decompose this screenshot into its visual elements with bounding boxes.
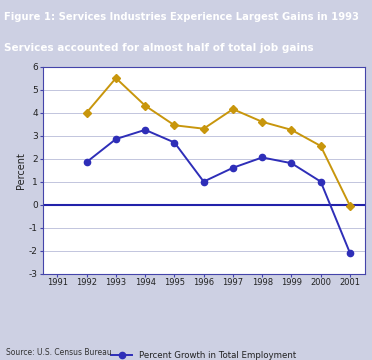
Text: Source: U.S. Census Bureau: Source: U.S. Census Bureau (6, 348, 111, 357)
Text: Figure 1: Services Industries Experience Largest Gains in 1993: Figure 1: Services Industries Experience… (4, 12, 359, 22)
Y-axis label: Percent: Percent (16, 152, 26, 189)
Legend: Percent Growth in Total Employment, Percent Growth in Services: Percent Growth in Total Employment, Perc… (108, 348, 300, 360)
Text: Services accounted for almost half of total job gains: Services accounted for almost half of to… (4, 43, 314, 53)
